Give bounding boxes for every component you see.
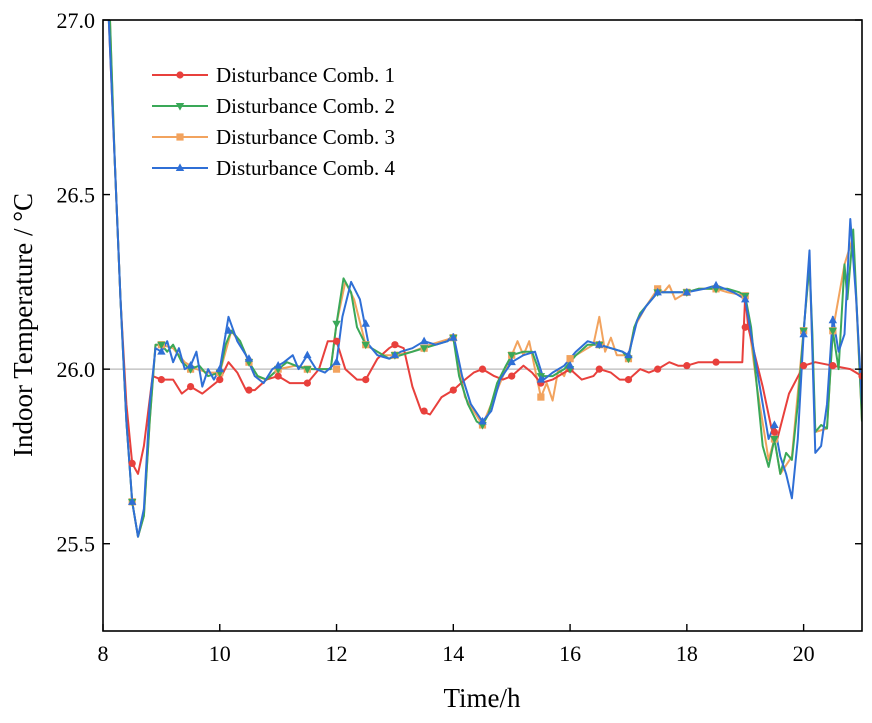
series-1-point — [245, 386, 253, 394]
x-tick-label: 12 — [326, 641, 348, 666]
y-tick-label: 26.5 — [57, 183, 96, 208]
x-tick-label: 14 — [442, 641, 464, 666]
series-1-point — [274, 372, 282, 380]
series-line-1 — [107, 20, 862, 475]
series-line-2 — [109, 20, 862, 538]
series-1-point — [449, 386, 457, 394]
series-4-point — [303, 350, 312, 359]
series-4-point — [711, 280, 721, 289]
series-2-point — [507, 352, 516, 360]
x-tick-label: 18 — [676, 641, 698, 666]
series-4-point — [157, 347, 166, 355]
legend-entry-1: Disturbance Comb. 1 — [152, 63, 395, 87]
legend-entry-2: Disturbance Comb. 2 — [152, 94, 395, 118]
series-1-point — [128, 459, 136, 468]
series-3-point — [537, 393, 545, 401]
series-4-point — [186, 361, 195, 369]
series-4-point — [127, 497, 137, 505]
series-2-point — [303, 366, 312, 374]
series-4-point — [390, 350, 400, 359]
series-2-point — [361, 341, 370, 350]
tick-layer: 8 10 12 14 16 18 20 25.5 26.0 26.5 27.0 — [57, 8, 862, 666]
series-2-point — [770, 435, 779, 444]
legend-swatch-marker — [176, 133, 184, 141]
legend-entry-4: Disturbance Comb. 4 — [152, 156, 396, 180]
y-tick-label: 27.0 — [57, 8, 96, 33]
series-4-point — [361, 319, 370, 327]
series-1-point — [420, 407, 428, 415]
series-4-point — [624, 350, 633, 359]
x-tick-label: 8 — [98, 641, 109, 666]
y-axis-label: Indoor Temperature / °C — [8, 193, 38, 457]
series-2-point — [157, 341, 166, 350]
series-layer — [107, 20, 862, 538]
series-4-point — [653, 287, 662, 296]
series-4-point — [507, 357, 516, 366]
series-4-point — [224, 326, 233, 334]
series-1-point — [391, 341, 399, 349]
legend-label: Disturbance Comb. 1 — [216, 63, 395, 87]
series-2-point — [419, 345, 429, 353]
series-1-point — [303, 379, 311, 387]
series-1-point — [595, 365, 603, 373]
series-1-point — [683, 362, 691, 370]
marker-layer — [127, 280, 862, 507]
y-tick-label: 25.5 — [57, 532, 96, 557]
legend-swatch-marker — [175, 163, 185, 171]
series-4-point — [595, 340, 604, 348]
series-4-point — [419, 336, 429, 345]
y-tick-label: 26.0 — [57, 357, 96, 382]
series-4-point — [799, 329, 808, 338]
series-4-point — [478, 416, 487, 425]
x-tick-label: 10 — [209, 641, 231, 666]
series-1-point — [332, 337, 341, 345]
x-tick-label: 16 — [559, 641, 581, 666]
series-4-point — [770, 420, 779, 429]
series-4-point — [332, 357, 341, 366]
series-1-point — [741, 323, 749, 331]
series-1-point — [157, 376, 165, 384]
series-1-point — [800, 362, 808, 370]
series-1-point — [829, 362, 837, 370]
series-4-point — [215, 364, 224, 373]
series-1-point — [770, 428, 779, 436]
legend-swatch-marker — [175, 103, 185, 111]
series-1-point — [508, 372, 516, 380]
series-4-point — [449, 333, 458, 341]
series-1-point — [216, 376, 224, 384]
series-4-point — [828, 315, 838, 324]
series-1-point — [858, 372, 862, 380]
legend-entry-3: Disturbance Comb. 3 — [152, 125, 395, 149]
series-3-point — [332, 365, 341, 373]
series-1-point — [654, 365, 662, 373]
series-4-point — [273, 361, 283, 369]
series-1-point — [186, 383, 195, 391]
legend: Disturbance Comb. 1 Disturbance Comb. 2 Di… — [152, 63, 396, 180]
x-axis-label: Time/h — [443, 683, 521, 713]
series-4-point — [565, 361, 575, 369]
series-4-point — [682, 287, 692, 296]
series-3-point — [566, 355, 574, 363]
series-1-point — [712, 358, 720, 366]
series-2-point — [332, 320, 341, 329]
x-tick-label: 20 — [793, 641, 815, 666]
legend-swatch-marker — [176, 71, 184, 79]
series-1-point — [362, 376, 370, 384]
legend-label: Disturbance Comb. 3 — [216, 125, 395, 149]
legend-label: Disturbance Comb. 2 — [216, 94, 395, 118]
legend-label: Disturbance Comb. 4 — [216, 156, 396, 180]
series-4-point — [741, 294, 750, 303]
series-1-point — [478, 365, 487, 373]
series-1-point — [624, 376, 633, 384]
plot-frame — [102, 19, 863, 632]
series-2-point — [828, 327, 838, 336]
series-4-point — [244, 354, 254, 362]
series-4-point — [536, 375, 546, 383]
